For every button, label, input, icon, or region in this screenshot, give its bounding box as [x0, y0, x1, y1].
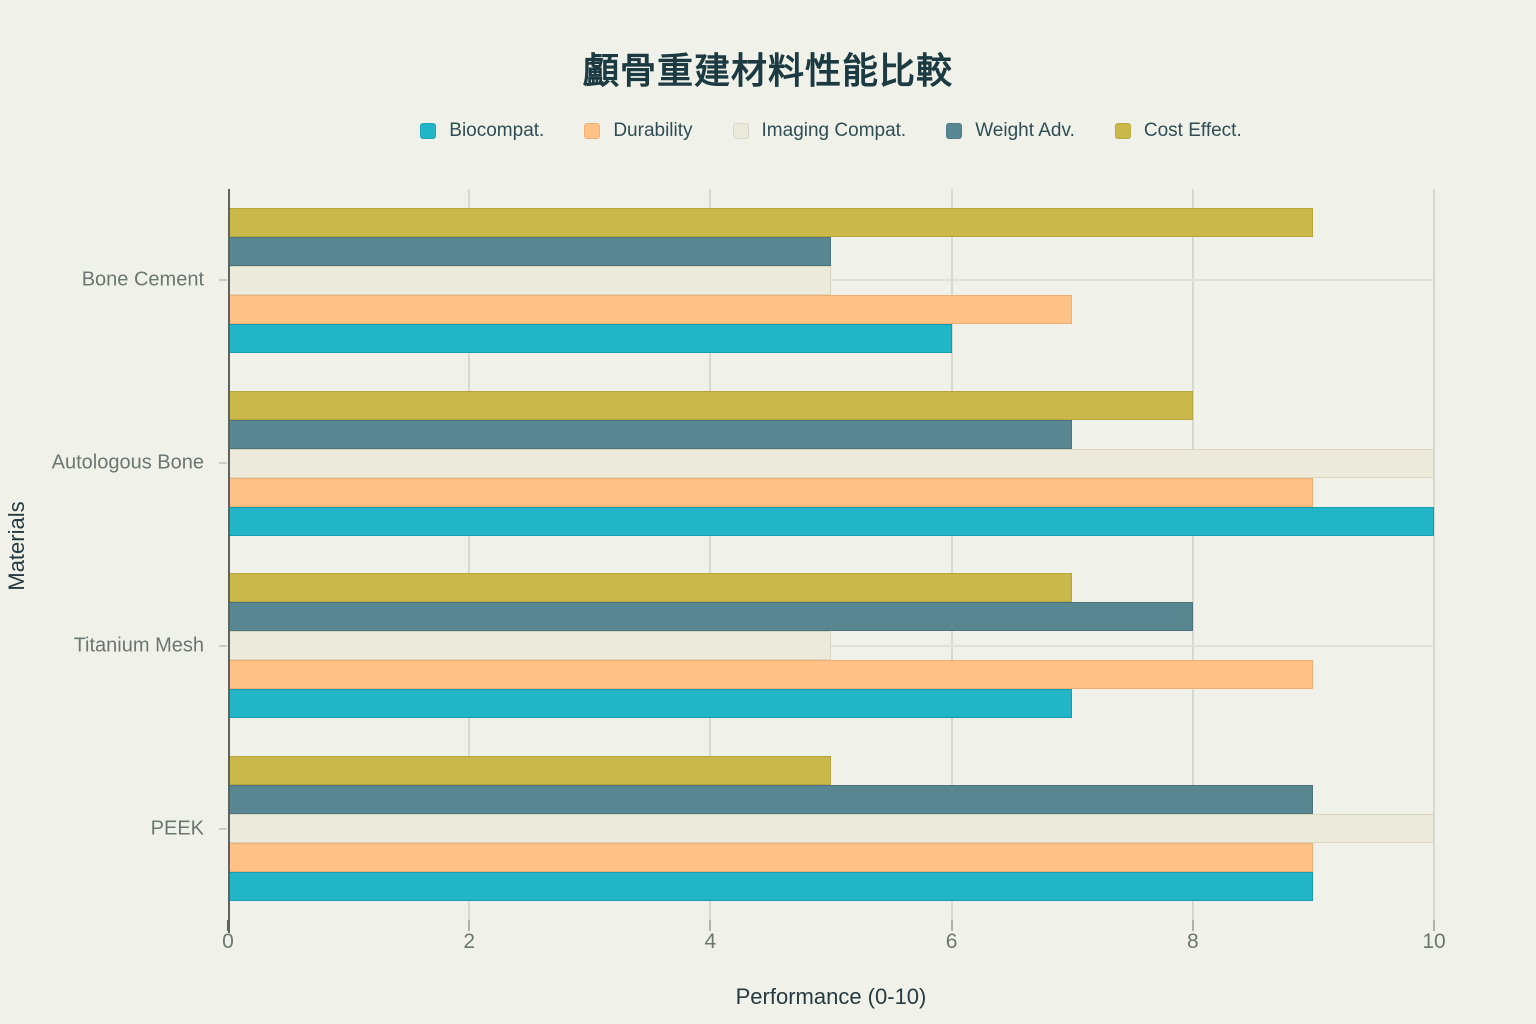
y-axis-line	[228, 189, 230, 933]
x-tick-label-8: 8	[1186, 930, 1199, 953]
x-tick-mark-8	[1191, 920, 1194, 931]
y-category-label-titanium-mesh: Titanium Mesh	[73, 634, 204, 657]
bar-titanium-mesh-cost-effect	[228, 573, 1073, 603]
legend-label: Imaging Compat.	[761, 120, 907, 141]
x-tick-label-4: 4	[704, 930, 717, 953]
bar-group-bone-cement	[228, 189, 1434, 372]
x-axis-tick-labels: 0 2 4 6 8 10	[222, 930, 1446, 956]
legend-label: Weight Adv.	[975, 120, 1075, 141]
y-axis-title: Materials	[4, 501, 29, 591]
legend-label: Durability	[613, 120, 693, 141]
legend-label: Cost Effect.	[1143, 120, 1242, 141]
bar-peek-durability	[228, 843, 1314, 873]
bar-group-titanium-mesh	[228, 555, 1434, 738]
legend-swatch-icon	[946, 123, 963, 139]
legend-item-weight-adv[interactable]: Weight Adv.	[946, 120, 1075, 142]
bar-autologous-bone-cost-effect	[228, 390, 1193, 420]
bar-bone-cement-weight-adv	[228, 236, 831, 266]
bar-peek-cost-effect	[228, 756, 831, 786]
legend-item-imaging-compat[interactable]: Imaging Compat.	[732, 120, 907, 142]
plot-area	[227, 189, 1435, 933]
bar-bone-cement-biocompat	[228, 323, 952, 353]
bar-autologous-bone-biocompat	[228, 506, 1434, 536]
bar-bone-cement-imaging-compat	[228, 265, 831, 295]
gridline-x-6	[950, 189, 953, 920]
legend-swatch-icon	[732, 123, 749, 139]
x-tick-mark-4	[709, 920, 712, 931]
bar-bone-cement-durability	[228, 294, 1073, 324]
chart-title: 顱骨重建材料性能比較	[582, 50, 953, 91]
bar-peek-imaging-compat	[228, 814, 1434, 844]
bar-titanium-mesh-imaging-compat	[228, 631, 831, 661]
bar-peek-biocompat	[228, 872, 1314, 902]
x-tick-mark-10	[1433, 920, 1435, 931]
x-tick-mark-6	[950, 920, 953, 931]
legend-label: Biocompat.	[449, 120, 545, 141]
bar-autologous-bone-weight-adv	[228, 419, 1073, 449]
legend-item-cost-effect[interactable]: Cost Effect.	[1114, 120, 1242, 142]
gridline-x-8	[1191, 189, 1194, 920]
bar-titanium-mesh-durability	[228, 660, 1314, 690]
x-tick-label-2: 2	[463, 930, 476, 953]
y-tick-mark	[219, 644, 227, 647]
category-gridline	[228, 279, 1434, 282]
bar-autologous-bone-imaging-compat	[228, 448, 1434, 478]
legend-swatch-icon	[420, 123, 437, 139]
bar-group-peek	[228, 737, 1434, 920]
y-category-label-autologous-bone: Autologous Bone	[51, 451, 204, 474]
y-axis-category-labels: Bone Cement Autologous Bone Titanium Mesh P…	[0, 189, 227, 920]
y-tick-mark	[219, 462, 227, 465]
x-tick-label-10: 10	[1422, 930, 1446, 953]
y-category-label-peek: PEEK	[150, 817, 204, 840]
y-tick-mark	[219, 279, 227, 282]
gridline-x-2	[468, 189, 471, 920]
x-axis-title: Performance (0-10)	[735, 984, 927, 1009]
bar-titanium-mesh-weight-adv	[228, 602, 1193, 632]
gridline-x-4	[709, 189, 712, 920]
x-tick-label-6: 6	[945, 930, 958, 953]
x-tick-mark-2	[468, 920, 471, 931]
y-tick-mark	[219, 827, 227, 830]
bar-autologous-bone-durability	[228, 477, 1314, 507]
y-category-label-bone-cement: Bone Cement	[81, 268, 204, 291]
bar-group-autologous-bone	[228, 372, 1434, 555]
bar-bone-cement-cost-effect	[228, 207, 1314, 237]
legend-swatch-icon	[584, 123, 601, 139]
legend-item-durability[interactable]: Durability	[584, 120, 693, 142]
category-gridline	[228, 644, 1434, 647]
bar-peek-weight-adv	[228, 785, 1314, 815]
legend-item-biocompat[interactable]: Biocompat.	[420, 120, 544, 142]
legend-swatch-icon	[1114, 123, 1131, 139]
bar-titanium-mesh-biocompat	[228, 689, 1073, 719]
gridline-x-10	[1433, 189, 1435, 920]
x-tick-label-0: 0	[222, 930, 234, 953]
legend: Biocompat. Durability Imaging Compat. Weigh…	[228, 120, 1434, 142]
